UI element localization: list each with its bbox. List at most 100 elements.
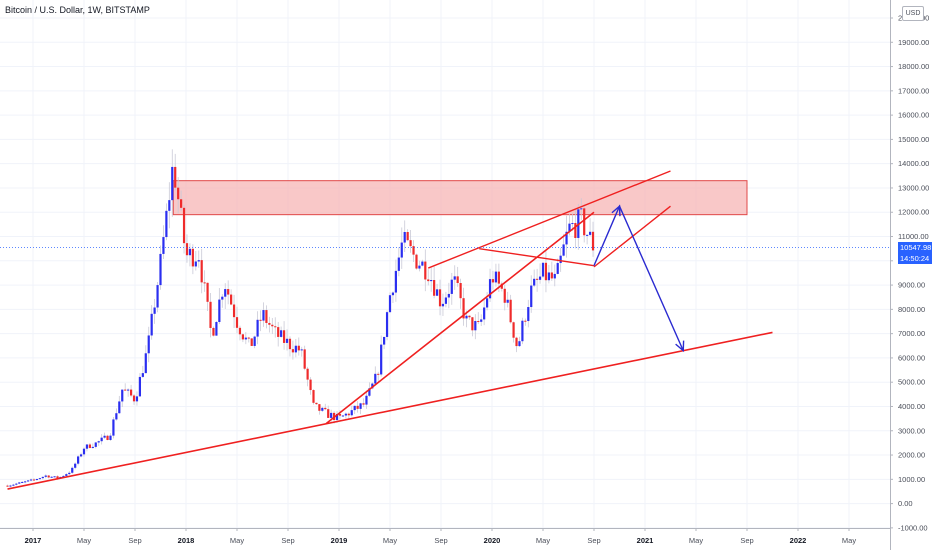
candle-body — [565, 231, 568, 245]
price-tick-label: 18000.00 — [898, 62, 929, 71]
wedge-mid-line — [479, 247, 595, 267]
candle-body — [383, 336, 386, 345]
candle-body — [330, 412, 333, 418]
candle-body — [227, 289, 230, 295]
candle-body — [430, 280, 433, 282]
candle-body — [400, 242, 403, 258]
time-tick-label: 2021 — [637, 536, 654, 545]
candle-body — [94, 442, 97, 447]
candle-body — [538, 276, 542, 280]
candle-body — [141, 373, 144, 377]
candle-body — [371, 383, 374, 389]
candle-body — [435, 289, 439, 296]
projection-arrowhead-up — [611, 204, 621, 217]
resistance-zone — [172, 180, 748, 216]
candle-body — [300, 349, 303, 351]
candle-body — [9, 485, 12, 487]
price-axis-labels: -1000.00 0.00 1000.00 2000.00 3000.00 4000.00… — [890, 14, 929, 532]
candle-body — [144, 353, 147, 374]
candle-body — [324, 407, 327, 410]
candle-body — [391, 292, 395, 296]
candlestick-series — [6, 149, 595, 488]
price-tick-label: 8000.00 — [898, 305, 925, 314]
candle-body — [41, 476, 44, 479]
candle-body — [74, 463, 77, 468]
candle-body — [506, 299, 509, 303]
candle-body — [477, 321, 480, 323]
candle-body — [171, 166, 174, 201]
candle-body — [438, 289, 442, 307]
candle-body — [44, 475, 47, 477]
candle-body — [403, 231, 406, 243]
candle-body — [232, 304, 236, 318]
candle-body — [241, 334, 244, 340]
candle-body — [527, 307, 530, 322]
candle-body — [24, 481, 27, 483]
candle-body — [338, 413, 342, 416]
candle-body — [580, 208, 583, 210]
candle-body — [200, 260, 203, 283]
candle-body — [253, 336, 256, 346]
price-tick-label: 11000.00 — [898, 232, 929, 241]
candle-body — [132, 395, 136, 402]
candle-body — [256, 319, 259, 337]
candle-body — [121, 389, 124, 402]
candle-body — [397, 257, 400, 271]
price-tick-label: 14000.00 — [898, 159, 929, 168]
candle-body — [533, 278, 536, 286]
price-tick-label: 16000.00 — [898, 111, 929, 120]
candle-body — [318, 404, 321, 411]
candle-body — [265, 310, 268, 323]
time-tick-label: May — [383, 536, 397, 545]
countdown-label: 14:50:24 — [898, 252, 932, 264]
time-tick-label: May — [842, 536, 856, 545]
candle-body — [268, 322, 271, 325]
time-tick-label: 2020 — [484, 536, 501, 545]
candle-body — [65, 474, 68, 476]
candle-body — [6, 485, 9, 487]
candle-body — [26, 480, 30, 482]
candle-body — [547, 272, 550, 281]
candle-body — [415, 254, 418, 269]
candle-body — [518, 341, 521, 347]
candle-body — [485, 298, 489, 308]
candle-body — [62, 475, 65, 477]
candle-body — [124, 389, 127, 391]
time-tick-label: Sep — [740, 536, 753, 545]
candle-body — [365, 395, 368, 405]
candle-body — [509, 299, 512, 323]
candle-body — [350, 410, 353, 416]
candle-body — [138, 376, 142, 397]
price-tick-label: 6000.00 — [898, 353, 925, 362]
time-tick-label: 2022 — [790, 536, 807, 545]
candle-body — [224, 289, 227, 297]
candle-body — [368, 388, 371, 396]
candle-body — [503, 288, 506, 303]
currency-button[interactable]: USD — [902, 6, 924, 21]
candle-body — [79, 454, 83, 457]
candle-body — [530, 285, 533, 308]
time-tick-label: May — [536, 536, 550, 545]
price-tick-label: 4000.00 — [898, 402, 925, 411]
candle-body — [21, 481, 24, 483]
projection-arrowhead-down — [675, 340, 685, 353]
candle-body — [185, 243, 189, 256]
candle-body — [77, 456, 80, 464]
candle-body — [459, 283, 462, 299]
candle-body — [18, 482, 21, 484]
candle-body — [303, 349, 306, 369]
candle-body — [156, 285, 159, 308]
candle-body — [418, 265, 421, 269]
candle-body — [347, 413, 350, 416]
candle-body — [586, 234, 589, 236]
price-tick-label: 17000.00 — [898, 86, 929, 95]
resistance-zone-rect — [172, 180, 748, 216]
candle-body — [212, 327, 215, 336]
candle-body — [244, 337, 247, 340]
candle-body — [159, 253, 162, 286]
candle-body — [335, 413, 339, 420]
candle-body — [197, 260, 200, 262]
time-tick-label: Sep — [587, 536, 600, 545]
candle-body — [491, 279, 495, 283]
